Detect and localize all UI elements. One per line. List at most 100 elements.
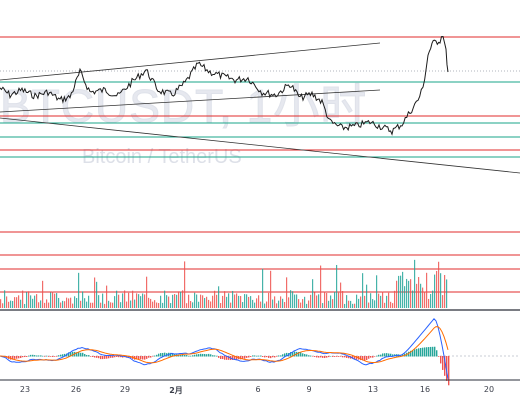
volume-bar — [72, 303, 74, 308]
volume-bar — [140, 296, 142, 308]
volume-bar — [134, 299, 136, 308]
macd-hist-bar — [64, 353, 66, 357]
volume-bar — [122, 293, 124, 308]
macd-hist-bar — [370, 356, 372, 358]
volume-bar — [234, 294, 236, 308]
volume-bar — [16, 297, 18, 308]
volume-bar — [172, 294, 174, 308]
macd-hist-bar — [444, 356, 446, 376]
macd-hist-bar — [292, 352, 294, 357]
macd-hist-bar — [138, 356, 140, 360]
macd-hist-bar — [26, 356, 28, 357]
macd-hist-bar — [54, 356, 56, 357]
volume-bar — [346, 295, 348, 308]
volume-bar — [338, 292, 340, 308]
volume-bar — [248, 296, 250, 308]
macd-hist-bar — [106, 356, 108, 359]
volume-bar — [316, 295, 318, 308]
volume-bar — [278, 300, 280, 308]
volume-bar — [14, 297, 16, 308]
volume-bar — [300, 302, 302, 308]
volume-bar — [78, 272, 80, 308]
macd-hist-bar — [328, 356, 330, 358]
macd-hist-bar — [42, 355, 44, 357]
volume-bar — [438, 261, 440, 308]
macd-hist-bar — [252, 355, 254, 357]
macd-hist-bar — [164, 352, 166, 357]
volume-bar — [390, 301, 392, 308]
volume-bar — [382, 291, 384, 308]
macd-hist-bar — [236, 356, 238, 360]
volume-bar — [8, 301, 10, 308]
volume-bar — [336, 264, 338, 308]
volume-bar — [222, 295, 224, 308]
macd-panel — [0, 309, 520, 386]
volume-bar — [290, 290, 292, 308]
volume-bar — [306, 303, 308, 308]
macd-hist-bar — [362, 356, 364, 361]
macd-hist-bar — [264, 356, 266, 358]
macd-hist-bar — [216, 355, 218, 357]
volume-bar — [372, 299, 374, 308]
volume-bar — [420, 283, 422, 308]
volume-bar — [150, 298, 152, 308]
macd-hist-bar — [220, 356, 222, 360]
time-label: 26 — [70, 385, 82, 394]
macd-hist-bar — [172, 353, 174, 357]
volume-bar — [238, 295, 240, 308]
volume-bar — [152, 301, 154, 308]
volume-bar — [280, 296, 282, 308]
volume-bar — [384, 302, 386, 308]
macd-hist-bar — [108, 356, 110, 359]
volume-bar — [86, 301, 88, 308]
volume-bar — [282, 298, 284, 308]
volume-bar — [436, 270, 438, 308]
macd-hist-bar — [244, 356, 246, 359]
macd-hist-bar — [360, 356, 362, 361]
macd-hist-bar — [84, 354, 86, 357]
macd-hist-bar — [62, 354, 64, 357]
volume-bar — [200, 294, 202, 308]
macd-hist-bar — [112, 356, 114, 358]
macd-hist-bar — [342, 356, 344, 358]
macd-hist-bar — [412, 350, 414, 357]
volume-bar — [6, 296, 8, 308]
volume-bar — [334, 291, 336, 308]
volume-bar — [314, 292, 316, 308]
volume-bar — [106, 285, 108, 308]
volume-bar — [4, 290, 6, 308]
macd-hist-bar — [20, 356, 22, 359]
macd-hist-bar — [170, 352, 172, 357]
macd-hist-bar — [374, 356, 376, 357]
volume-bar — [348, 300, 350, 308]
macd-hist-bar — [280, 355, 282, 357]
volume-bar — [444, 275, 446, 308]
volume-bar — [294, 294, 296, 308]
volume-bar — [142, 293, 144, 308]
macd-hist-bar — [326, 356, 328, 358]
volume-bar — [100, 302, 102, 308]
volume-bar — [46, 299, 48, 308]
volume-bar — [68, 298, 70, 308]
volume-bar — [434, 274, 436, 308]
volume-bar — [22, 290, 24, 308]
volume-bar — [414, 259, 416, 308]
volume-bar — [416, 283, 418, 308]
macd-hist-bar — [94, 356, 96, 358]
volume-bar — [356, 294, 358, 308]
macd-hist-bar — [334, 356, 336, 357]
macd-hist-bar — [192, 355, 194, 357]
volume-bar — [364, 295, 366, 308]
macd-hist-bar — [12, 356, 14, 360]
macd-hist-bar — [278, 355, 280, 357]
volume-bar — [362, 273, 364, 308]
macd-hist-bar — [158, 353, 160, 357]
volume-bar — [266, 301, 268, 308]
volume-bar — [252, 299, 254, 308]
volume-bar — [212, 295, 214, 308]
volume-bar — [214, 290, 216, 308]
volume-bar — [88, 295, 90, 308]
macd-hist-bar — [204, 353, 206, 357]
